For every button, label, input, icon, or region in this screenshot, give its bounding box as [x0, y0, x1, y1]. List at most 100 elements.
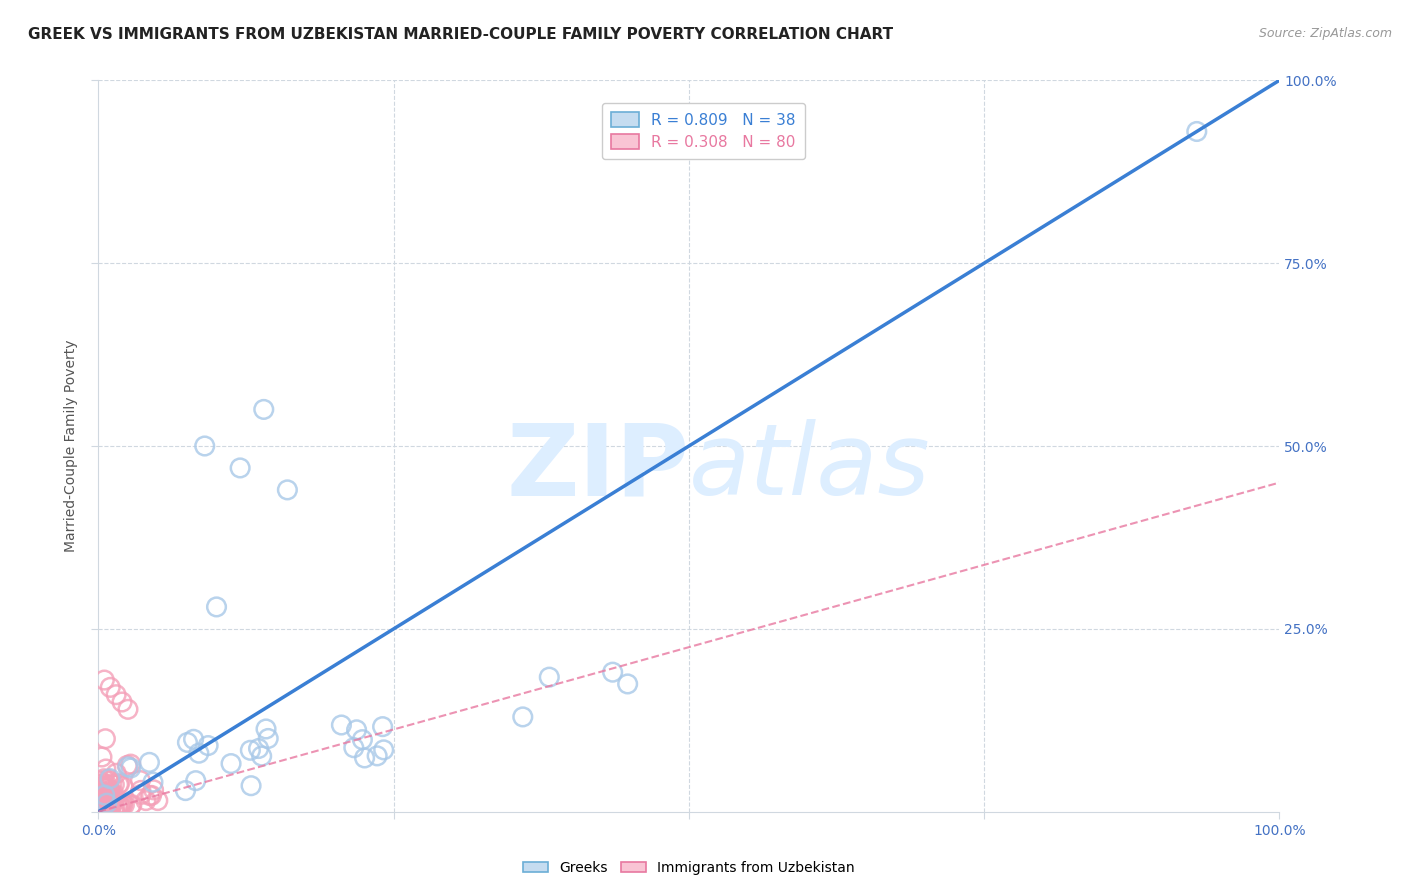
Point [101, 794, 124, 808]
Point [135, 794, 157, 808]
Point [276, 483, 298, 497]
Point [103, 786, 125, 800]
Point [174, 783, 197, 797]
Point [120, 757, 142, 772]
Point [138, 756, 160, 770]
Point [129, 773, 152, 788]
Point [89, 789, 111, 803]
Text: ZIP: ZIP [506, 419, 689, 516]
Point [100, 802, 122, 816]
Point [98, 681, 121, 695]
Point [139, 789, 162, 803]
Point [98, 795, 121, 809]
Point [93, 788, 115, 802]
Point [91, 795, 114, 809]
Point [371, 720, 394, 734]
Point [97, 792, 120, 806]
Point [107, 777, 129, 791]
Point [538, 670, 561, 684]
Point [111, 779, 134, 793]
Point [111, 796, 134, 810]
Point [93, 772, 115, 786]
Point [219, 756, 242, 771]
Point [229, 461, 252, 475]
Point [90, 793, 112, 807]
Y-axis label: Married-Couple Family Poverty: Married-Couple Family Poverty [65, 340, 79, 552]
Point [91, 750, 114, 764]
Point [346, 723, 368, 737]
Point [602, 665, 624, 680]
Point [97, 772, 120, 787]
Point [146, 793, 169, 807]
Point [94, 799, 117, 814]
Point [94, 790, 117, 805]
Point [98, 800, 121, 814]
Legend: R = 0.809   N = 38, R = 0.308   N = 80: R = 0.809 N = 38, R = 0.308 N = 80 [602, 103, 804, 159]
Point [89, 786, 111, 800]
Point [104, 800, 127, 814]
Point [194, 439, 217, 453]
Point [98, 774, 121, 789]
Point [94, 799, 117, 814]
Point [89, 777, 111, 791]
Point [98, 797, 121, 811]
Point [97, 794, 120, 808]
Point [98, 795, 121, 809]
Point [240, 779, 263, 793]
Point [187, 746, 209, 760]
Point [100, 777, 122, 791]
Point [97, 800, 120, 814]
Text: atlas: atlas [689, 419, 931, 516]
Point [100, 786, 122, 800]
Text: GREEK VS IMMIGRANTS FROM UZBEKISTAN MARRIED-COUPLE FAMILY POVERTY CORRELATION CH: GREEK VS IMMIGRANTS FROM UZBEKISTAN MARR… [28, 27, 893, 42]
Point [121, 797, 143, 812]
Point [91, 803, 114, 817]
Point [90, 785, 112, 799]
Point [100, 799, 122, 814]
Point [366, 748, 388, 763]
Point [111, 798, 134, 813]
Point [93, 798, 115, 813]
Point [107, 801, 129, 815]
Point [98, 784, 121, 798]
Point [239, 743, 262, 757]
Point [142, 775, 165, 789]
Point [142, 782, 165, 797]
Point [183, 732, 205, 747]
Legend: Greeks, Immigrants from Uzbekistan: Greeks, Immigrants from Uzbekistan [517, 855, 860, 880]
Point [111, 695, 134, 709]
Point [100, 793, 122, 807]
Point [120, 798, 142, 813]
Point [93, 801, 115, 815]
Text: Source: ZipAtlas.com: Source: ZipAtlas.com [1258, 27, 1392, 40]
Point [103, 778, 125, 792]
Point [110, 797, 132, 812]
Point [141, 789, 163, 803]
Point [105, 766, 128, 780]
Point [197, 739, 219, 753]
Point [98, 789, 121, 803]
Point [108, 777, 131, 791]
Point [512, 710, 534, 724]
Point [89, 782, 111, 797]
Point [90, 791, 112, 805]
Point [184, 773, 207, 788]
Point [96, 796, 118, 810]
Point [343, 740, 366, 755]
Point [101, 791, 124, 805]
Point [89, 804, 111, 818]
Point [105, 798, 128, 813]
Point [176, 735, 198, 749]
Point [96, 791, 118, 805]
Point [117, 760, 139, 774]
Point [94, 786, 117, 800]
Point [129, 788, 152, 802]
Point [257, 731, 280, 746]
Point [205, 599, 228, 614]
Point [93, 673, 115, 687]
Point [250, 749, 273, 764]
Point [120, 761, 142, 775]
Point [96, 777, 118, 791]
Point [96, 780, 118, 795]
Point [616, 677, 638, 691]
